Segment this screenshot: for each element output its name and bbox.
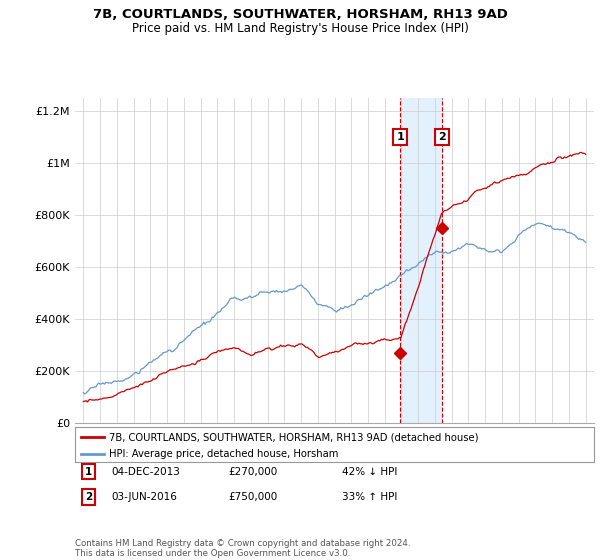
Text: Price paid vs. HM Land Registry's House Price Index (HPI): Price paid vs. HM Land Registry's House …	[131, 22, 469, 35]
Text: 2: 2	[438, 132, 446, 142]
Text: 7B, COURTLANDS, SOUTHWATER, HORSHAM, RH13 9AD: 7B, COURTLANDS, SOUTHWATER, HORSHAM, RH1…	[92, 8, 508, 21]
Text: 42% ↓ HPI: 42% ↓ HPI	[342, 466, 397, 477]
Text: £750,000: £750,000	[228, 492, 277, 502]
Text: 04-DEC-2013: 04-DEC-2013	[111, 466, 180, 477]
Text: £270,000: £270,000	[228, 466, 277, 477]
Bar	[400, 98, 442, 423]
Text: Contains HM Land Registry data © Crown copyright and database right 2024.
This d: Contains HM Land Registry data © Crown c…	[75, 539, 410, 558]
Text: 1: 1	[396, 132, 404, 142]
Text: HPI: Average price, detached house, Horsham: HPI: Average price, detached house, Hors…	[109, 449, 338, 459]
Text: 1: 1	[85, 466, 92, 477]
Text: 03-JUN-2016: 03-JUN-2016	[111, 492, 177, 502]
Text: 2: 2	[85, 492, 92, 502]
Text: 7B, COURTLANDS, SOUTHWATER, HORSHAM, RH13 9AD (detached house): 7B, COURTLANDS, SOUTHWATER, HORSHAM, RH1…	[109, 432, 478, 442]
Text: 33% ↑ HPI: 33% ↑ HPI	[342, 492, 397, 502]
